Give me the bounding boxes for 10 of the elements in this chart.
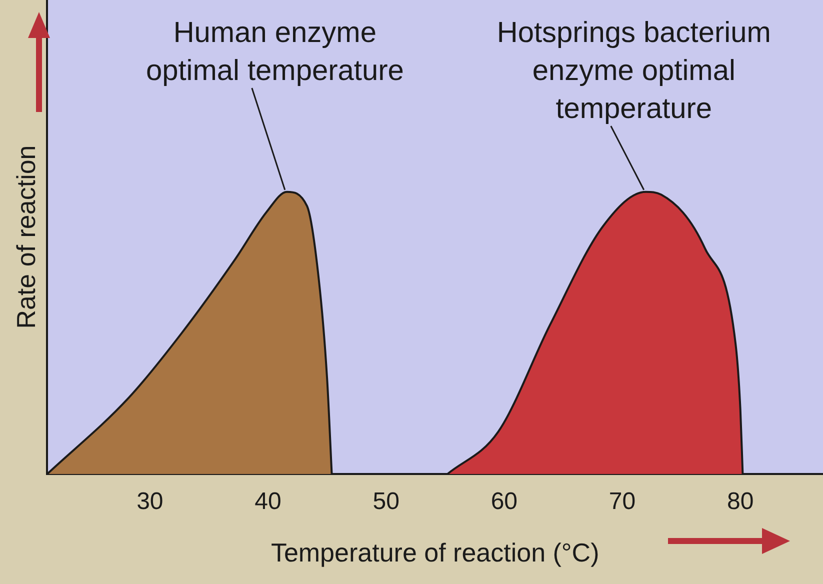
y-axis-title: Rate of reaction (10, 145, 41, 329)
x-axis-title: Temperature of reaction (°C) (270, 538, 600, 568)
x-tick-label: 60 (490, 488, 518, 516)
x-tick-label: 80 (726, 488, 754, 516)
annotation: Hotsprings bacterium enzyme optimal temperature (496, 17, 771, 125)
x-tick-label: 30 (136, 488, 164, 516)
x-tick-label: 70 (608, 488, 636, 516)
x-tick-label: 50 (372, 488, 400, 516)
annotation: Human enzyme optimal temperature (146, 17, 404, 87)
x-tick-label: 40 (254, 488, 282, 516)
